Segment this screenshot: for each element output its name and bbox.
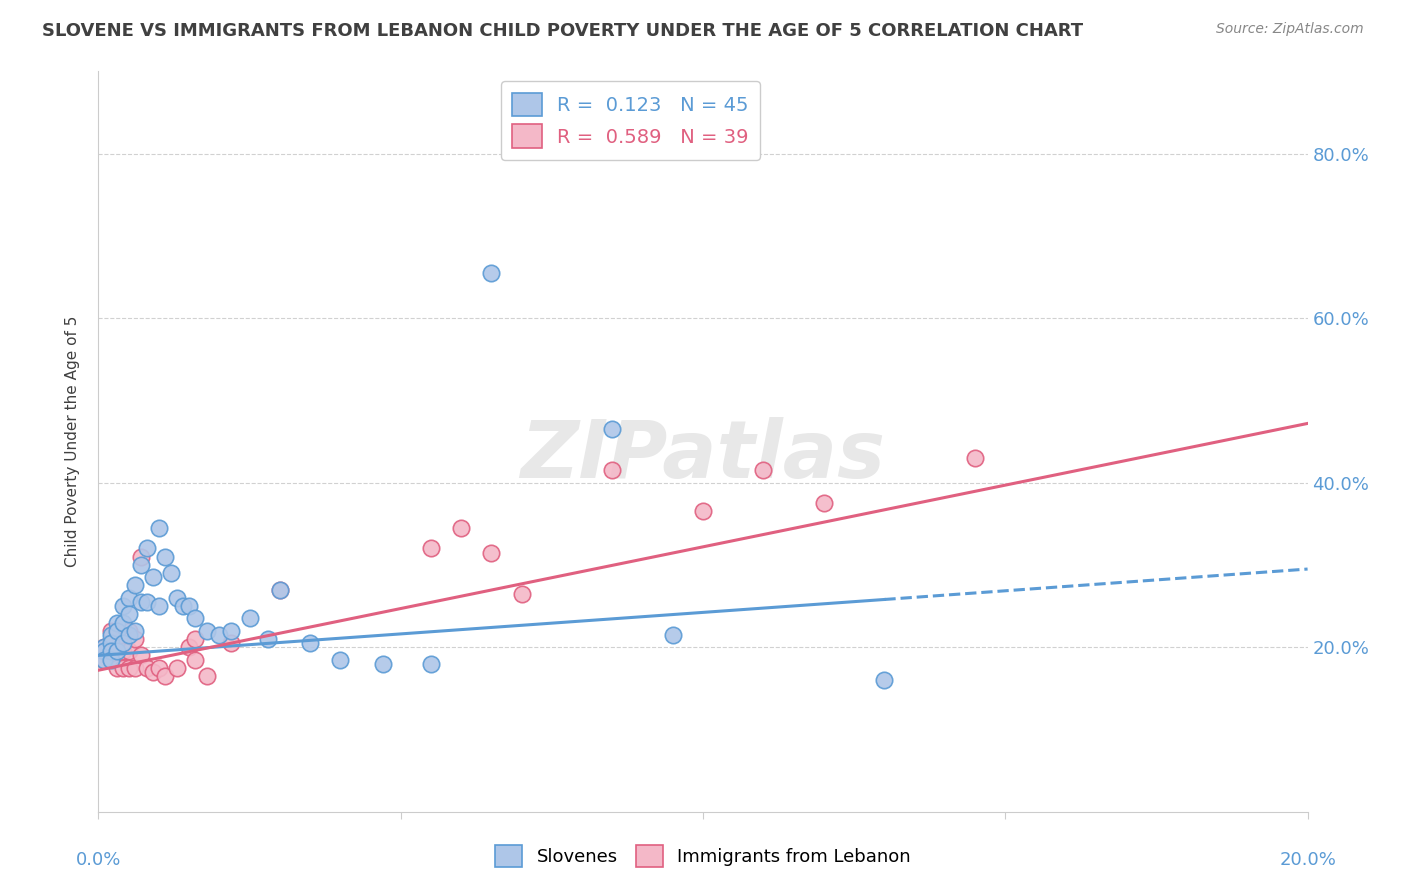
Point (184, 611, 207, 625)
Point (166, 661, 188, 675)
Point (153, 549, 176, 564)
Point (111, 661, 134, 675)
Point (100, 628, 122, 642)
Point (118, 644, 141, 658)
Point (124, 661, 146, 675)
Point (111, 632, 134, 646)
Point (111, 636, 134, 650)
Point (118, 624, 141, 638)
Point (221, 624, 243, 638)
Point (129, 558, 152, 572)
Point (135, 541, 157, 556)
Point (142, 570, 165, 584)
Point (142, 665, 165, 679)
Point (100, 624, 122, 638)
Point (269, 582, 291, 597)
Point (105, 615, 128, 630)
Point (965, 450, 987, 465)
Point (195, 624, 218, 638)
Point (118, 591, 141, 605)
Point (105, 661, 128, 675)
Point (100, 636, 122, 650)
Point (166, 591, 188, 605)
Point (105, 644, 128, 658)
Point (105, 640, 128, 655)
Point (510, 587, 533, 601)
Point (93, 640, 115, 655)
Point (129, 595, 152, 609)
Point (100, 652, 122, 666)
Point (602, 422, 624, 436)
Legend: R =  0.123   N = 45, R =  0.589   N = 39: R = 0.123 N = 45, R = 0.589 N = 39 (501, 81, 761, 160)
Point (118, 628, 141, 642)
Point (420, 657, 443, 671)
Point (100, 644, 122, 658)
Point (195, 669, 218, 683)
Point (481, 266, 503, 280)
Point (692, 504, 714, 518)
Point (124, 632, 146, 646)
Point (148, 661, 170, 675)
Point (184, 652, 207, 666)
Y-axis label: Child Poverty Under the Age of 5: Child Poverty Under the Age of 5 (65, 316, 80, 567)
Point (450, 521, 472, 535)
Point (93, 652, 115, 666)
Point (105, 624, 128, 638)
Point (160, 566, 183, 581)
Point (813, 496, 835, 510)
Legend: Slovenes, Immigrants from Lebanon: Slovenes, Immigrants from Lebanon (488, 838, 918, 874)
Point (148, 599, 170, 613)
Point (105, 624, 128, 638)
Text: Source: ZipAtlas.com: Source: ZipAtlas.com (1216, 22, 1364, 37)
Point (93, 640, 115, 655)
Point (100, 652, 122, 666)
Point (752, 463, 775, 477)
Point (179, 640, 201, 655)
Point (221, 636, 243, 650)
Point (111, 599, 134, 613)
Point (118, 607, 141, 622)
Text: SLOVENE VS IMMIGRANTS FROM LEBANON CHILD POVERTY UNDER THE AGE OF 5 CORRELATION : SLOVENE VS IMMIGRANTS FROM LEBANON CHILD… (42, 22, 1083, 40)
Point (420, 541, 443, 556)
Point (111, 644, 134, 658)
Point (269, 582, 291, 597)
Text: 20.0%: 20.0% (1279, 851, 1336, 869)
Point (129, 549, 152, 564)
Point (299, 636, 322, 650)
Point (873, 673, 896, 687)
Point (124, 624, 146, 638)
Point (100, 640, 122, 655)
Point (93, 644, 115, 658)
Point (179, 599, 201, 613)
Point (148, 521, 170, 535)
Text: ZIPatlas: ZIPatlas (520, 417, 886, 495)
Point (172, 599, 194, 613)
Point (135, 661, 157, 675)
Point (118, 661, 141, 675)
Point (602, 463, 624, 477)
Point (124, 578, 146, 592)
Point (481, 545, 503, 560)
Point (661, 628, 683, 642)
Text: 0.0%: 0.0% (76, 851, 121, 869)
Point (329, 652, 352, 666)
Point (208, 628, 231, 642)
Point (239, 611, 262, 625)
Point (256, 632, 278, 646)
Point (153, 669, 176, 683)
Point (135, 595, 157, 609)
Point (129, 648, 152, 663)
Point (184, 632, 207, 646)
Point (111, 615, 134, 630)
Point (371, 657, 394, 671)
Point (93, 652, 115, 666)
Point (93, 644, 115, 658)
